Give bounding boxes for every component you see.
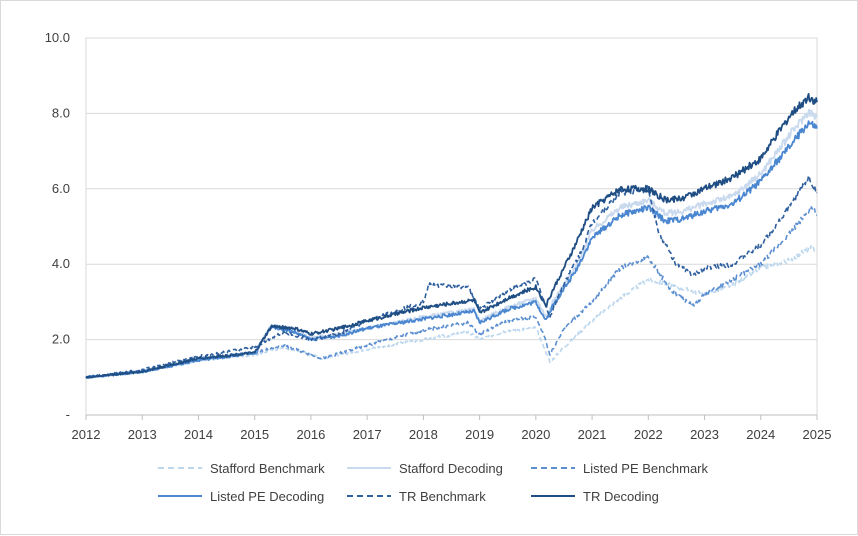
legend-item: TR Decoding <box>531 489 659 504</box>
series-line-tr-benchmark <box>85 174 818 379</box>
y-tick-label: 10.0 <box>45 30 70 45</box>
legend-item: Listed PE Benchmark <box>531 461 709 476</box>
legend-label: Stafford Benchmark <box>210 461 325 476</box>
x-tick-label: 2019 <box>465 427 494 442</box>
x-axis-ticks: 2012 2013 2014 2015 2016 2017 2018 2019 2020 2021… <box>72 415 832 442</box>
x-tick-label: 2012 <box>72 427 101 442</box>
y-tick-label: 8.0 <box>52 105 70 120</box>
x-tick-label: 2024 <box>746 427 775 442</box>
x-tick-label: 2018 <box>409 427 438 442</box>
plot-area-border <box>85 37 818 416</box>
x-tick-label: 2021 <box>578 427 607 442</box>
x-tick-label: 2025 <box>803 427 832 442</box>
legend-item: Stafford Benchmark <box>158 461 325 476</box>
legend-label: TR Benchmark <box>399 489 486 504</box>
y-tick-label: 2.0 <box>52 332 70 347</box>
series-line-stafford-decoding <box>85 108 818 379</box>
legend-label: Listed PE Benchmark <box>583 461 709 476</box>
legend-item: Listed PE Decoding <box>158 489 324 504</box>
x-tick-label: 2015 <box>240 427 269 442</box>
y-axis-ticks: - 2.0 4.0 6.0 8.0 10.0 <box>45 30 70 422</box>
x-tick-label: 2020 <box>521 427 550 442</box>
axes <box>85 37 818 416</box>
y-tick-label: - <box>66 407 70 422</box>
y-tick-label: 6.0 <box>52 181 70 196</box>
legend: Stafford Benchmark Stafford Decoding Liste… <box>158 461 709 504</box>
legend-label: TR Decoding <box>583 489 659 504</box>
x-tick-label: 2022 <box>634 427 663 442</box>
x-tick-label: 2014 <box>184 427 213 442</box>
x-tick-label: 2023 <box>690 427 719 442</box>
y-tick-label: 4.0 <box>52 256 70 271</box>
legend-item: TR Benchmark <box>347 489 486 504</box>
x-tick-label: 2013 <box>128 427 157 442</box>
series-line-tr-decoding <box>85 93 818 379</box>
x-tick-label: 2017 <box>353 427 382 442</box>
series-line-listed-pe-benchmark <box>85 206 818 379</box>
legend-item: Stafford Decoding <box>347 461 503 476</box>
legend-label: Stafford Decoding <box>399 461 503 476</box>
legend-label: Listed PE Decoding <box>210 489 324 504</box>
x-tick-label: 2016 <box>296 427 325 442</box>
series-lines <box>85 93 818 379</box>
